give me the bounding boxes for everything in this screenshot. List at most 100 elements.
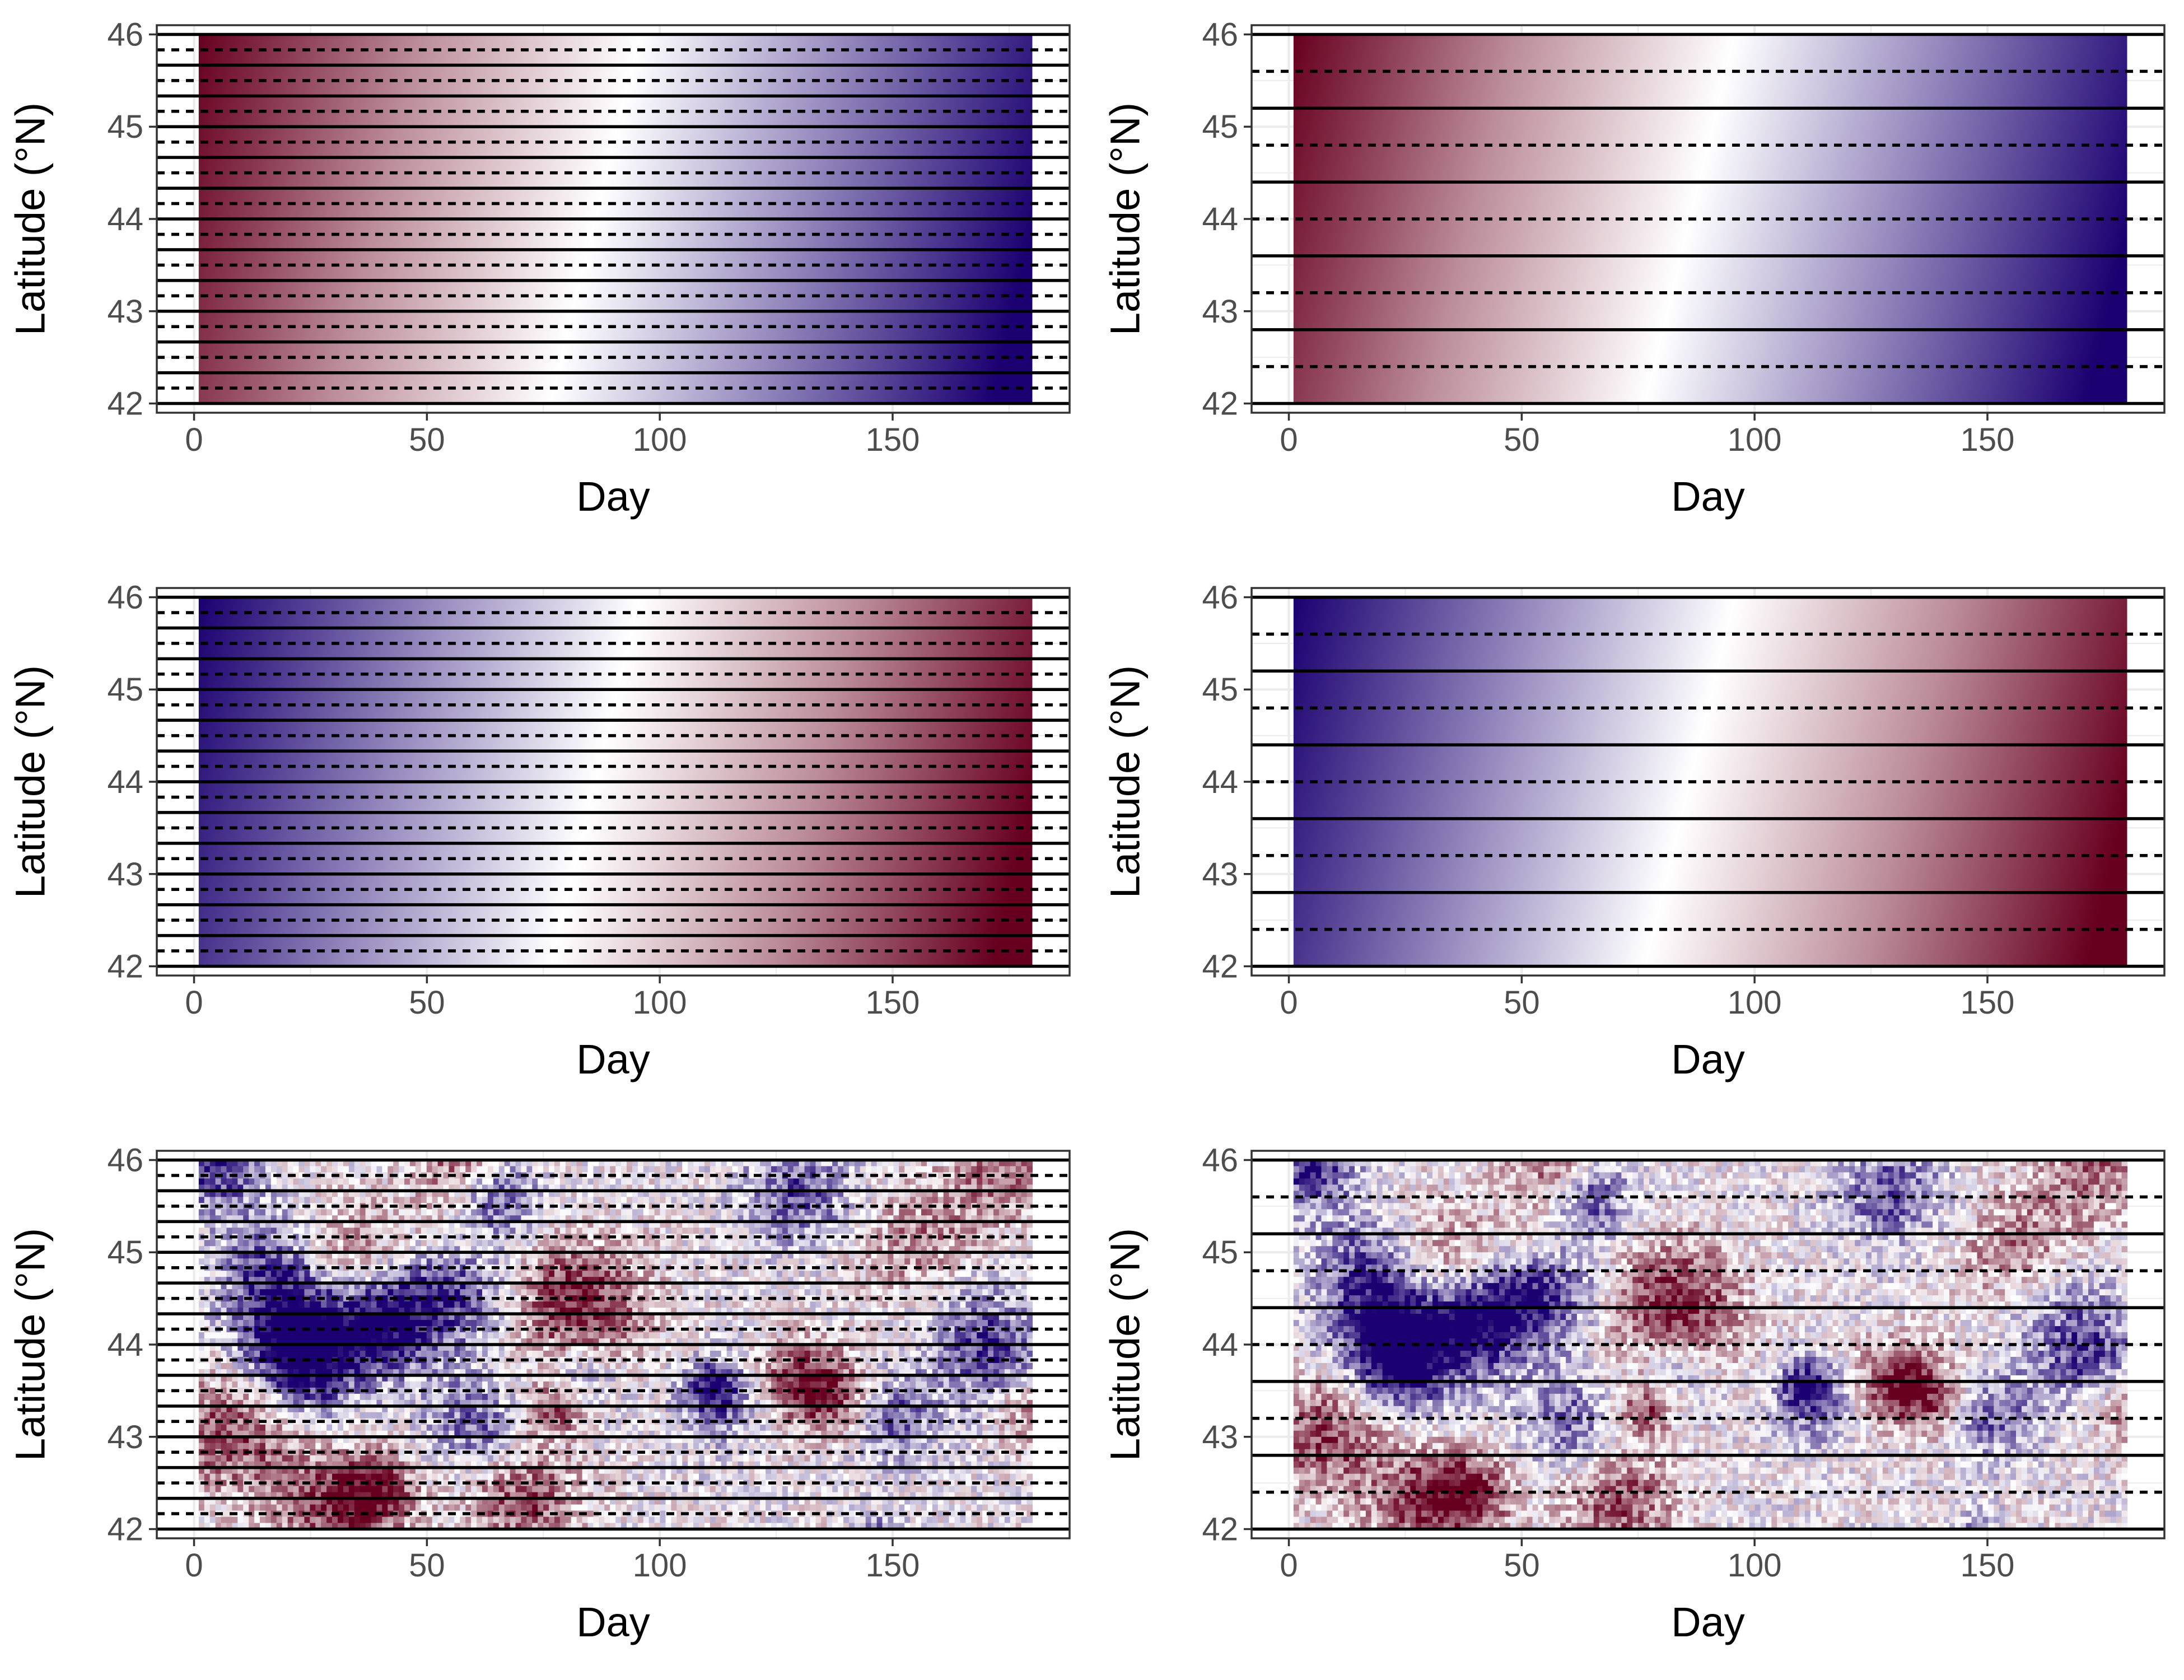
heatmap-cell bbox=[766, 1221, 772, 1228]
heatmap-cell bbox=[582, 1166, 589, 1173]
heatmap-cell bbox=[371, 1308, 377, 1314]
heatmap-cell bbox=[949, 1197, 955, 1203]
heatmap-cell bbox=[226, 1184, 232, 1191]
heatmap-cell bbox=[332, 1301, 338, 1308]
heatmap-cell bbox=[221, 1295, 227, 1302]
heatmap-cell bbox=[637, 1178, 644, 1186]
heatmap-cell bbox=[766, 1166, 772, 1173]
heatmap-cell bbox=[632, 1240, 638, 1247]
heatmap-cell bbox=[688, 1215, 694, 1222]
heatmap-cell bbox=[910, 1258, 916, 1265]
heatmap-cell bbox=[615, 1258, 622, 1265]
heatmap-cell bbox=[460, 1338, 466, 1345]
heatmap-cell bbox=[498, 1209, 505, 1216]
heatmap-cell bbox=[282, 1228, 288, 1234]
heatmap-cell bbox=[977, 1246, 983, 1253]
heatmap-cell bbox=[787, 1320, 794, 1327]
heatmap-cell bbox=[648, 1246, 655, 1253]
heatmap-cell bbox=[265, 1228, 272, 1234]
heatmap-cell bbox=[799, 1283, 805, 1290]
heatmap-cell bbox=[921, 1320, 927, 1327]
heatmap-cell bbox=[354, 1258, 361, 1265]
heatmap-cell bbox=[221, 1191, 227, 1197]
heatmap-cell bbox=[671, 1209, 677, 1216]
heatmap-cell bbox=[726, 1320, 733, 1327]
heatmap-cell bbox=[860, 1240, 866, 1247]
heatmap-cell bbox=[654, 1215, 661, 1222]
heatmap-cell bbox=[937, 1338, 944, 1345]
heatmap-cell bbox=[749, 1283, 755, 1290]
heatmap-cell bbox=[576, 1184, 583, 1191]
heatmap-cell bbox=[899, 1308, 905, 1314]
x-axis-title: Day bbox=[1671, 1036, 1745, 1082]
heatmap-cell bbox=[337, 1301, 344, 1308]
heatmap-cell bbox=[549, 1314, 555, 1320]
heatmap-cell bbox=[293, 1289, 300, 1296]
heatmap-cell bbox=[732, 1221, 739, 1228]
heatmap-cell bbox=[399, 1184, 405, 1191]
heatmap-cell bbox=[726, 1277, 733, 1284]
heatmap-cell bbox=[821, 1252, 827, 1259]
heatmap-cell bbox=[399, 1166, 405, 1173]
heatmap-cell bbox=[215, 1332, 222, 1339]
heatmap-cell bbox=[921, 1209, 927, 1216]
heatmap-cell bbox=[454, 1240, 460, 1247]
heatmap-cell bbox=[554, 1228, 561, 1234]
heatmap-cell bbox=[760, 1252, 766, 1259]
heatmap-cell bbox=[1021, 1178, 1028, 1186]
heatmap-cell bbox=[1004, 1345, 1011, 1351]
heatmap-cell bbox=[715, 1308, 722, 1314]
heatmap-cell bbox=[487, 1320, 494, 1327]
heatmap-cell bbox=[910, 1228, 916, 1234]
heatmap-cell bbox=[443, 1221, 450, 1228]
heatmap-cell bbox=[704, 1203, 711, 1210]
heatmap-cell bbox=[376, 1215, 382, 1222]
heatmap-cell bbox=[576, 1350, 583, 1357]
heatmap-cell bbox=[265, 1221, 272, 1228]
heatmap-cell bbox=[937, 1246, 944, 1253]
heatmap-cell bbox=[371, 1184, 377, 1191]
heatmap-cell bbox=[943, 1184, 950, 1191]
heatmap-cell bbox=[449, 1221, 455, 1228]
heatmap-cell bbox=[1026, 1345, 1033, 1351]
heatmap-cell bbox=[332, 1166, 338, 1173]
heatmap-cell bbox=[865, 1295, 872, 1302]
heatmap-cell bbox=[321, 1332, 327, 1339]
heatmap-cell bbox=[576, 1166, 583, 1173]
heatmap-cell bbox=[532, 1252, 538, 1259]
heatmap-cell bbox=[365, 1197, 372, 1203]
heatmap-cell bbox=[326, 1160, 333, 1167]
heatmap-cell bbox=[587, 1184, 594, 1191]
heatmap-cell bbox=[493, 1209, 500, 1216]
latitude-lines bbox=[1252, 595, 2164, 968]
heatmap-cell bbox=[799, 1252, 805, 1259]
heatmap-cell bbox=[571, 1203, 577, 1210]
heatmap-cell bbox=[321, 1209, 327, 1216]
heatmap-cell bbox=[815, 1178, 822, 1186]
heatmap-cell bbox=[237, 1191, 244, 1197]
heatmap-cell bbox=[204, 1283, 211, 1290]
heatmap-cell bbox=[882, 1308, 889, 1314]
heatmap-cell bbox=[843, 1338, 850, 1345]
heatmap-cell bbox=[443, 1289, 450, 1296]
heatmap-cell bbox=[604, 1172, 610, 1179]
heatmap-cell bbox=[376, 1289, 382, 1296]
heatmap-cell bbox=[738, 1197, 744, 1203]
heatmap-cell bbox=[326, 1301, 333, 1308]
heatmap-cell bbox=[804, 1184, 811, 1191]
heatmap-cell bbox=[226, 1301, 232, 1308]
heatmap-cell bbox=[771, 1191, 777, 1197]
heatmap-cell bbox=[326, 1215, 333, 1222]
heatmap-cell bbox=[460, 1191, 466, 1197]
heatmap-cell bbox=[848, 1332, 855, 1339]
heatmap-cell bbox=[671, 1215, 677, 1222]
heatmap-cell bbox=[421, 1314, 427, 1320]
heatmap-cell bbox=[532, 1283, 538, 1290]
heatmap-cell bbox=[815, 1215, 822, 1222]
heatmap-cell bbox=[371, 1172, 377, 1179]
heatmap-cell bbox=[615, 1209, 622, 1216]
heatmap-cell bbox=[521, 1252, 527, 1259]
heatmap-cell bbox=[493, 1320, 500, 1327]
heatmap-cell bbox=[532, 1308, 538, 1314]
heatmap-cell bbox=[304, 1283, 310, 1290]
